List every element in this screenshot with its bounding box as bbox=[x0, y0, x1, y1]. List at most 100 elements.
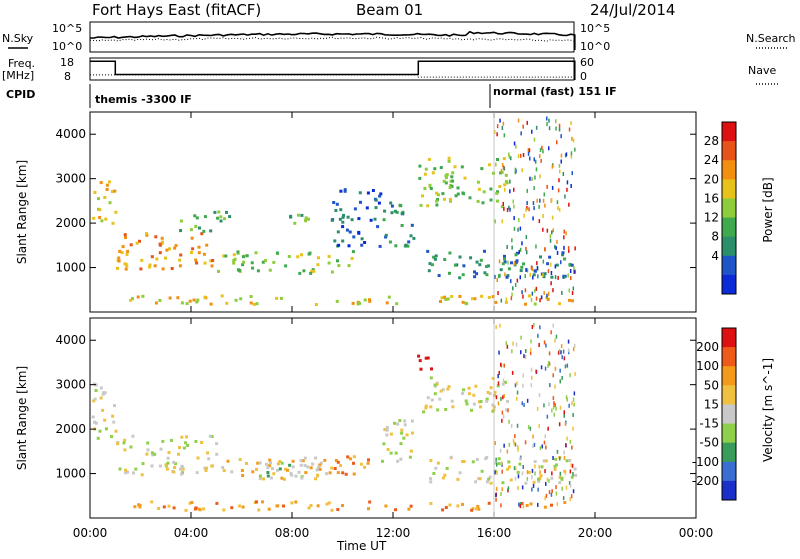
heatmap-cell bbox=[503, 380, 507, 384]
heatmap-cell bbox=[217, 210, 221, 214]
heatmap-cell bbox=[450, 175, 454, 179]
heatmap-cell bbox=[117, 259, 121, 263]
heatmap-cell bbox=[526, 398, 529, 403]
heatmap-cell bbox=[502, 121, 505, 126]
heatmap-cell bbox=[429, 480, 433, 484]
heatmap-cell bbox=[158, 464, 162, 468]
heatmap-cell bbox=[537, 487, 539, 492]
heatmap-cell bbox=[424, 356, 428, 360]
heatmap-cell bbox=[499, 273, 501, 278]
heatmap-cell bbox=[550, 503, 553, 507]
heatmap-cell bbox=[511, 349, 513, 354]
heatmap-cell bbox=[444, 408, 448, 411]
heatmap-cell bbox=[433, 392, 437, 396]
heatmap-cell bbox=[241, 255, 245, 259]
heatmap-cell bbox=[520, 131, 522, 136]
heatmap-cell bbox=[510, 279, 512, 284]
heatmap-cell bbox=[498, 350, 500, 355]
freq-unit-label: [MHz] bbox=[2, 69, 34, 82]
heatmap-cell bbox=[568, 403, 570, 408]
heatmap-cell bbox=[554, 264, 557, 269]
heatmap-cell bbox=[304, 471, 308, 475]
heatmap-cell bbox=[406, 244, 410, 248]
heatmap-cell bbox=[528, 207, 530, 212]
heatmap-cell bbox=[395, 302, 399, 306]
heatmap-cell bbox=[103, 391, 107, 395]
heatmap-cell bbox=[348, 230, 352, 234]
heatmap-cell bbox=[557, 206, 559, 210]
heatmap-cell bbox=[423, 187, 427, 190]
heatmap-cell bbox=[568, 262, 572, 266]
heatmap-cell bbox=[436, 408, 440, 412]
heatmap-cell bbox=[151, 453, 155, 457]
heatmap-cell bbox=[558, 123, 561, 128]
colorbar-tick-label: -200 bbox=[692, 474, 719, 488]
heatmap-cell bbox=[531, 375, 533, 380]
heatmap-cell bbox=[161, 439, 165, 443]
heatmap-cell bbox=[150, 464, 154, 468]
heatmap-cell bbox=[473, 275, 477, 279]
heatmap-cell bbox=[530, 339, 532, 344]
heatmap-cell bbox=[314, 456, 318, 460]
heatmap-cell bbox=[345, 228, 349, 232]
heatmap-cell bbox=[390, 204, 394, 208]
heatmap-cell bbox=[192, 298, 196, 302]
heatmap-cell bbox=[565, 152, 568, 157]
heatmap-cell bbox=[518, 502, 520, 507]
heatmap-cell bbox=[117, 256, 121, 260]
heatmap-cell bbox=[526, 250, 528, 255]
heatmap-cell bbox=[517, 118, 520, 123]
heatmap-cell bbox=[497, 401, 500, 406]
heatmap-cell bbox=[559, 368, 561, 373]
heatmap-cell bbox=[402, 436, 406, 440]
heatmap-cell bbox=[558, 207, 561, 212]
heatmap-cell bbox=[569, 483, 572, 488]
heatmap-cell bbox=[114, 429, 118, 433]
heatmap-cell bbox=[430, 398, 434, 402]
heatmap-cell bbox=[516, 390, 519, 395]
heatmap-cell bbox=[570, 475, 574, 479]
heatmap-cell bbox=[571, 445, 573, 450]
heatmap-cell bbox=[421, 194, 424, 198]
heatmap-cell bbox=[261, 500, 264, 504]
heatmap-cell bbox=[316, 263, 320, 267]
heatmap-cell bbox=[196, 298, 200, 302]
heatmap-cell bbox=[309, 466, 313, 470]
heatmap-cell bbox=[519, 456, 521, 461]
heatmap-cell bbox=[554, 403, 556, 408]
heatmap-cell bbox=[483, 249, 486, 253]
heatmap-cell bbox=[524, 440, 527, 445]
velocity-colorbar-label: Velocity [m s^-1] bbox=[761, 358, 775, 462]
heatmap-cell bbox=[266, 471, 270, 474]
heatmap-cell bbox=[352, 472, 356, 476]
heatmap-cell bbox=[569, 269, 572, 273]
heatmap-cell bbox=[298, 271, 302, 275]
heatmap-cell bbox=[448, 503, 452, 507]
heatmap-cell bbox=[527, 294, 531, 298]
heatmap-cell bbox=[311, 268, 315, 272]
heatmap-cell bbox=[257, 508, 261, 512]
heatmap-cell bbox=[510, 261, 513, 265]
heatmap-cell bbox=[450, 399, 454, 403]
cpid-segment-1: normal (fast) 151 IF bbox=[493, 85, 617, 98]
heatmap-cell bbox=[494, 470, 496, 475]
heatmap-cell bbox=[307, 506, 311, 510]
heatmap-cell bbox=[571, 291, 574, 295]
heatmap-cell bbox=[531, 475, 533, 480]
heatmap-cell bbox=[181, 465, 185, 469]
heatmap-cell bbox=[534, 471, 536, 476]
colorbar-swatch bbox=[722, 423, 736, 444]
heatmap-cell bbox=[254, 251, 258, 255]
y-tick-label: 3000 bbox=[55, 172, 86, 186]
heatmap-cell bbox=[562, 274, 564, 279]
heatmap-cell bbox=[210, 464, 214, 468]
heatmap-cell bbox=[186, 444, 190, 447]
heatmap-cell bbox=[539, 474, 543, 478]
heatmap-cell bbox=[430, 367, 433, 371]
heatmap-cell bbox=[180, 435, 184, 439]
heatmap-cell bbox=[555, 126, 557, 131]
heatmap-cell bbox=[572, 489, 575, 494]
heatmap-cell bbox=[570, 151, 573, 156]
heatmap-cell bbox=[479, 400, 483, 403]
heatmap-cell bbox=[400, 431, 404, 435]
